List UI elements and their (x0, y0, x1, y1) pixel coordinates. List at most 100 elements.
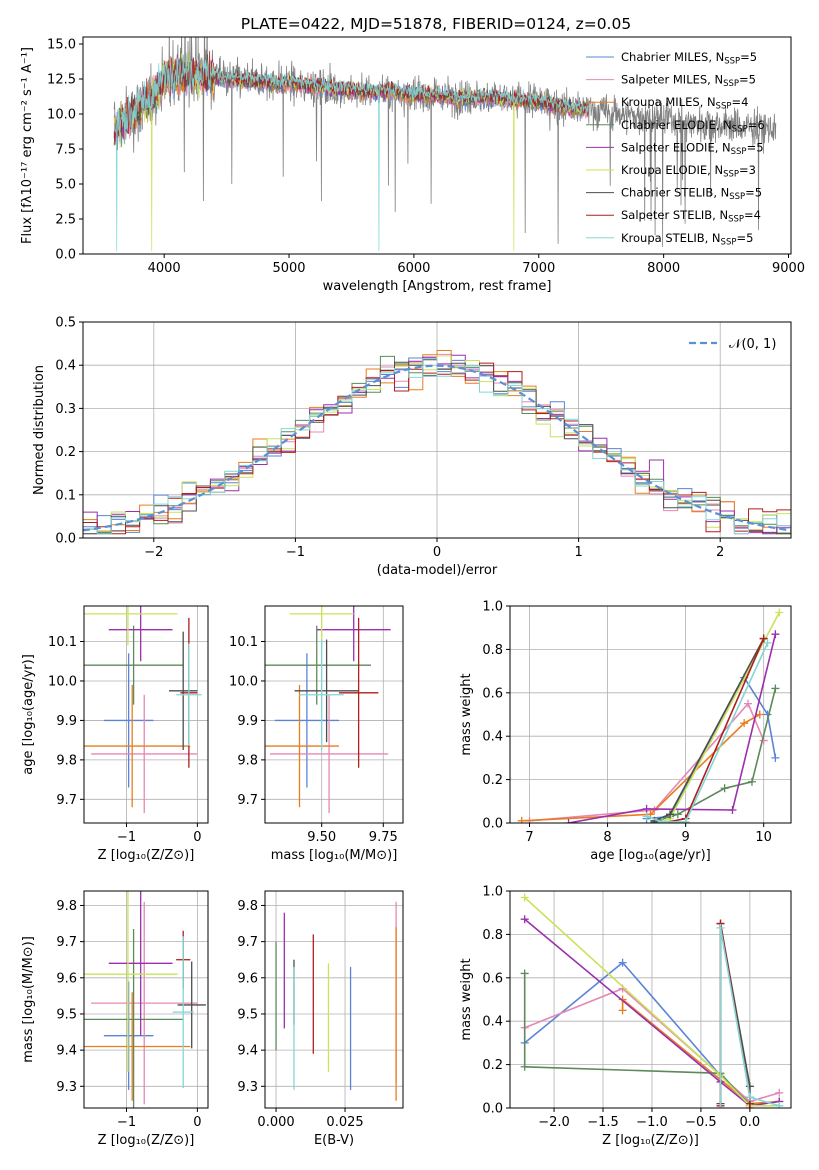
age_vs_Z-ytick-label: 9.8 (56, 753, 77, 768)
weight_vs_Z-point-marker (520, 969, 529, 978)
mass_vs_Z-ytick-label: 9.3 (56, 1080, 77, 1095)
mass_vs_Z-xlabel: Z [log₁₀(Z/Z⊙)] (98, 1133, 195, 1148)
spectrum-frame (82, 36, 792, 255)
residuals-plot-area (83, 350, 791, 538)
residuals-ytick-label: 0.0 (55, 532, 76, 547)
panels: 4000 5000 6000 7000 8000 90000.02.55.07.510.0… (20, 36, 805, 1148)
weight_vs_Z-xtick-label: −1.0 (636, 1115, 668, 1130)
mass_vs_EBV-ytick-label: 9.7 (237, 935, 258, 950)
weight_vs_age-xtick-label: 7 (525, 830, 533, 845)
mass_vs_EBV-panel: 0.000 0.025 9.3 9.4 9.5 9.6 9.7 9.8 E(B-V) (237, 890, 404, 1148)
spectrum-legend-sub: SSP (728, 215, 744, 225)
weight_vs_Z-ytick-label: 0.8 (482, 928, 503, 943)
spectrum-legend-sub: SSP (731, 147, 747, 157)
weight_vs_Z-point-marker (618, 958, 627, 967)
mass_vs_EBV-ytick-label: 9.6 (237, 971, 258, 986)
weight_vs_Z-point-marker (716, 923, 725, 932)
spectrum-xtick-label: 6000 (397, 261, 430, 276)
spectrum-model-line (113, 51, 590, 252)
spectrum-legend-sub: SSP (721, 237, 737, 247)
residuals-xlabel: (data-model)/error (377, 563, 498, 578)
weight_vs_age-ytick-label: 0.6 (482, 686, 503, 701)
residuals-ylabel: Normed distribution (32, 365, 47, 495)
spectrum-legend-suffix: =4 (744, 208, 761, 222)
weight_vs_age-ytick-label: 0.0 (482, 817, 503, 832)
weight_vs_age-point-marker (740, 719, 749, 728)
spectrum-panel: 4000 5000 6000 7000 8000 9000 0.0 2.5 5.0 7.5 10.0… (20, 36, 805, 294)
age_vs_mass-ytick-label: 10.1 (229, 635, 258, 650)
weight_vs_Z-xtick-label: −1.5 (587, 1115, 619, 1130)
spectrum-legend-label: Chabrier STELIB, NSSP=5 (621, 186, 762, 203)
residuals-ytick-label: 0.4 (55, 359, 76, 374)
age_vs_Z-xtick-label: −1 (117, 830, 136, 845)
spectrum-legend-label: Chabrier ELODIE, NSSP=6 (621, 118, 765, 135)
weight_vs_Z-point-marker (520, 1062, 529, 1071)
weight_vs_age-point-marker (642, 804, 651, 813)
weight_vs_age-point-marker (755, 710, 764, 719)
weight_vs_age-point-marker (673, 810, 682, 819)
age_vs_Z-panel: −1 0 9.7 9.8 9.9 10.0 10.1 Z [log₁₀(Z/Z⊙)] age [… (21, 605, 209, 863)
age_vs_mass-frame (264, 605, 404, 824)
spectrum-xtick-label: 9000 (772, 261, 805, 276)
spectrum-xlabel: wavelength [Angstrom, rest frame] (323, 279, 552, 294)
weight_vs_Z-xtick-label: 0.0 (740, 1115, 761, 1130)
residuals-xtick-label: −2 (144, 545, 163, 560)
residuals-xtick-label: 0 (433, 545, 441, 560)
spectrum-legend-sub: SSP (716, 102, 732, 112)
weight_vs_age-point-marker (771, 753, 780, 762)
weight_vs_Z-point-marker (520, 915, 529, 924)
weight_vs_age-point-marker (775, 608, 784, 617)
age_vs_mass-ytick-label: 9.8 (237, 753, 258, 768)
weight_vs_age-point-marker (728, 805, 737, 814)
spectrum-legend-text: Chabrier MILES, N (621, 50, 724, 64)
mass_vs_Z-ytick-label: 9.6 (56, 971, 77, 986)
mass_vs_Z-panel: −1 0 9.3 9.4 9.5 9.6 9.7 9.8 Z [log₁₀(Z/Z⊙)] mass… (21, 890, 209, 1148)
mass_vs_EBV-ytick-label: 9.8 (237, 899, 258, 914)
weight_vs_age-ylabel: mass weight (459, 673, 474, 755)
age_vs_mass-xlabel: mass [log₁₀(M/M⊙)] (271, 848, 398, 863)
spectrum-legend-text: Salpeter ELODIE, N (621, 140, 731, 154)
weight_vs_Z-series-line (621, 997, 780, 1105)
residuals-xtick-label: −1 (286, 545, 305, 560)
spectrum-legend-label: Kroupa ELODIE, NSSP=3 (621, 163, 756, 180)
age_vs_mass-ytick-label: 9.9 (237, 714, 258, 729)
spectrum-plot-area (113, 37, 777, 252)
age_vs_Z-xtick-label: 0 (193, 830, 201, 845)
spectrum-ytick-label: 7.5 (55, 143, 76, 158)
spectrum-legend-suffix: =4 (731, 95, 748, 109)
weight_vs_age-plot-area (517, 608, 784, 823)
figure-title: PLATE=0422, MJD=51878, FIBERID=0124, z=0… (241, 15, 631, 33)
weight_vs_Z-point-marker (745, 1093, 754, 1102)
weight_vs_Z-point-marker (775, 1101, 784, 1108)
spectrum-xtick-label: 5000 (272, 261, 305, 276)
spectrum-legend-text: Chabrier STELIB, N (621, 186, 729, 200)
weight_vs_age-xtick-label: 10 (755, 830, 772, 845)
age_vs_Z-ylabel: age [log₁₀(age/yr)] (21, 654, 36, 775)
mass_vs_EBV-ytick-label: 9.4 (237, 1044, 258, 1059)
residual-legend-label: 𝒩(0, 1) (729, 337, 776, 352)
mass_vs_EBV-ytick-label: 9.5 (237, 1007, 258, 1022)
weight_vs_Z-frame (509, 890, 792, 1109)
weight_vs_Z-point-marker (745, 1104, 754, 1108)
weight_vs_Z-ytick-label: 0.6 (482, 971, 503, 986)
weight_vs_age-point-marker (658, 817, 667, 823)
spectrum-ytick-label: 0.0 (55, 248, 76, 263)
spectrum-ytick-label: 10.0 (47, 108, 76, 123)
spectrum-legend-sub: SSP (723, 170, 739, 180)
spectrum-ytick-label: 15.0 (47, 38, 76, 53)
weight_vs_age-ytick-label: 1.0 (482, 600, 503, 615)
weight_vs_Z-xlabel: Z [log₁₀(Z/Z⊙)] (602, 1133, 699, 1148)
residuals-xtick-label: 2 (716, 545, 724, 560)
age_vs_Z-ytick-label: 10.1 (48, 635, 77, 650)
age_vs_mass-xtick-label: 9.75 (369, 830, 398, 845)
weight_vs_age-ytick-label: 0.4 (482, 730, 503, 745)
residuals-ytick-label: 0.5 (55, 316, 76, 331)
weight_vs_Z-ytick-label: 1.0 (482, 885, 503, 900)
weight_vs_age-point-marker (666, 810, 675, 819)
weight_vs_Z-ytick-label: 0.2 (482, 1058, 503, 1073)
age_vs_mass-ytick-label: 10.0 (229, 674, 258, 689)
mass_vs_EBV-xtick-label: 0.000 (257, 1115, 294, 1130)
residuals-ytick-label: 0.1 (55, 488, 76, 503)
